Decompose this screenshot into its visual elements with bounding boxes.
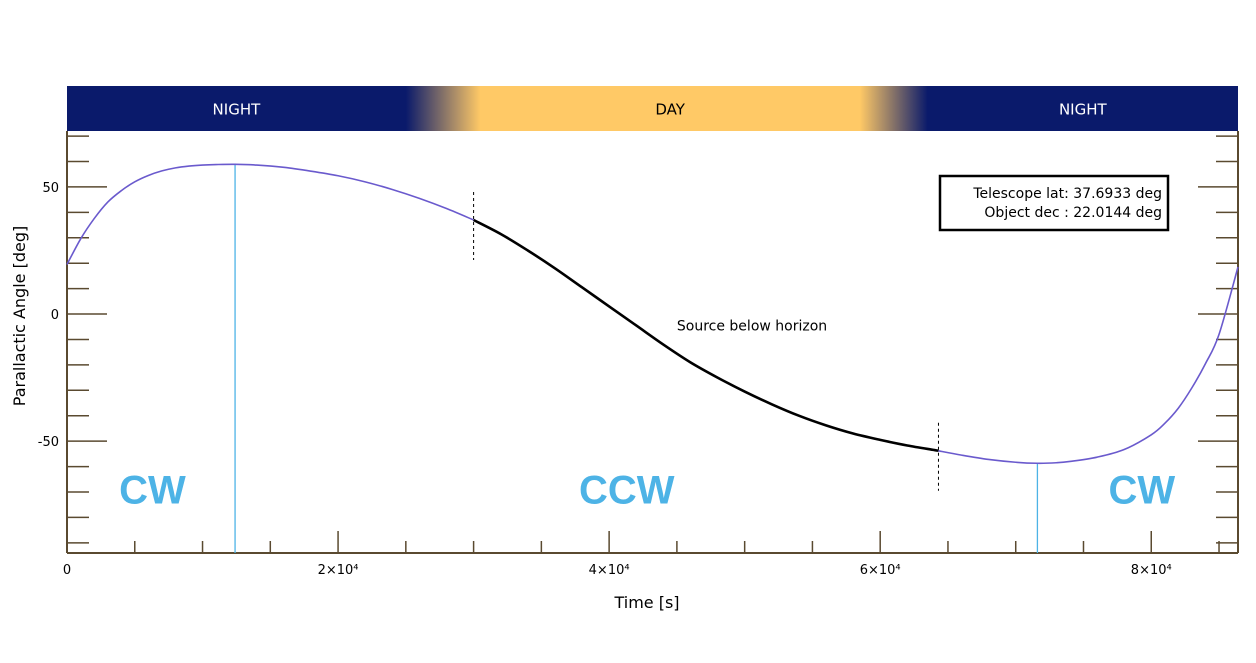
series-layer bbox=[66, 163, 1239, 465]
info-box-line: Object dec : 22.0144 deg bbox=[984, 205, 1162, 221]
y-axis-label: Parallactic Angle [deg] bbox=[10, 226, 29, 406]
y-tick-label: 50 bbox=[42, 181, 59, 196]
rotation-label-cw: CW bbox=[1108, 468, 1175, 512]
series-line-below-horizon bbox=[473, 218, 939, 453]
y-tick-label: 0 bbox=[51, 308, 59, 323]
rotation-label-ccw: CCW bbox=[579, 468, 675, 512]
band-label-day: DAY bbox=[655, 101, 685, 119]
annotation-layer: Source below horizon CW CCW CW bbox=[119, 318, 1175, 512]
band-label-night: NIGHT bbox=[1059, 101, 1108, 119]
rotation-label-cw: CW bbox=[119, 468, 186, 512]
band-label-night: NIGHT bbox=[213, 101, 262, 119]
x-tick-label: 4×10⁴ bbox=[589, 563, 630, 578]
x-axis-label: Time [s] bbox=[613, 593, 679, 612]
series-line-above-horizon-1 bbox=[66, 163, 474, 265]
day-night-band: NIGHT DAY NIGHT bbox=[67, 86, 1238, 131]
x-tick-label: 2×10⁴ bbox=[318, 563, 359, 578]
info-box-line: Telescope lat: 37.6933 deg bbox=[972, 186, 1162, 202]
plot-frame: 0 2×10⁴ 4×10⁴ 6×10⁴ 8×10⁴ 50 0 -50 bbox=[38, 131, 1239, 578]
x-tick-label: 8×10⁴ bbox=[1131, 563, 1172, 578]
x-tick-label: 0 bbox=[63, 563, 71, 578]
day-night-bar bbox=[67, 86, 1238, 131]
marker-lines bbox=[234, 164, 1039, 553]
x-tick-label: 6×10⁴ bbox=[860, 563, 901, 578]
source-below-horizon-label: Source below horizon bbox=[677, 318, 827, 334]
y-tick-label: -50 bbox=[38, 435, 59, 450]
series-line-above-horizon-2 bbox=[938, 266, 1239, 465]
info-box-frame bbox=[938, 174, 1170, 232]
info-box: Telescope lat: 37.6933 deg Object dec : 2… bbox=[938, 174, 1170, 232]
